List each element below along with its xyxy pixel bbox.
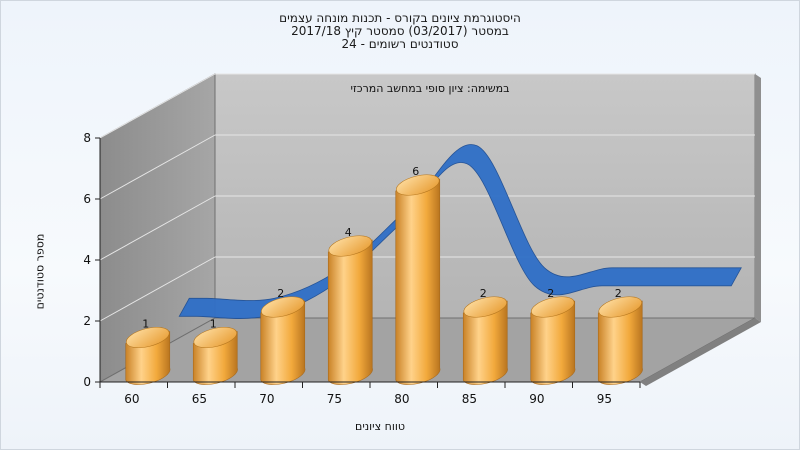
y-tick-label: 4 (83, 253, 91, 267)
y-tick-label: 8 (83, 131, 91, 145)
bar-value-label: 1 (210, 318, 217, 331)
bar-75: 4 (327, 226, 373, 385)
x-tick-label: 70 (259, 392, 274, 406)
bar-top (125, 326, 170, 349)
bar-value-label: 2 (277, 287, 284, 300)
gridline-left (99, 134, 216, 200)
chart-annotation: במשימה: ציון סופי במחשב המרכזי (350, 82, 510, 95)
floor-edge (640, 318, 761, 386)
x-tick-label: 75 (327, 392, 342, 406)
bar-value-label: 2 (615, 287, 622, 300)
chart-subtitle-2: סטודנטים רשומים - 24 (341, 37, 459, 51)
x-tick-label: 65 (192, 392, 207, 406)
x-tick-label: 60 (124, 392, 139, 406)
bar-70: 2 (260, 287, 306, 385)
chart-title: היסטוגרמת ציונים בקורס - תכנות מונחה עצמ… (279, 11, 521, 25)
y-tick-label: 2 (83, 314, 91, 328)
x-tick-label: 95 (597, 392, 612, 406)
back-wall-edge (755, 74, 761, 322)
bar-top (530, 296, 575, 318)
bar-top (193, 326, 238, 349)
y-tick-label: 6 (83, 192, 91, 206)
bar-body (395, 178, 441, 385)
bar-top (463, 296, 508, 318)
bar-60: 1 (125, 318, 171, 385)
bar-90: 2 (530, 287, 576, 385)
x-tick-label: 80 (394, 392, 409, 406)
bar-body (327, 239, 373, 385)
bar-80: 6 (395, 165, 441, 385)
gridline-left (99, 73, 216, 139)
y-axis-label: מספר סטודנטים (33, 233, 47, 310)
bar-top (260, 296, 305, 318)
bar-85: 2 (462, 287, 508, 385)
chart-subtitle: במסטר (03/2017) סמסטר קיץ 2017/18 (291, 24, 509, 38)
bar-value-label: 4 (345, 226, 352, 239)
bar-top (328, 235, 373, 257)
gridline-left (99, 195, 216, 261)
x-tick-label: 85 (462, 392, 477, 406)
x-axis-label: טווח ציונים (355, 420, 405, 433)
y-tick-label: 0 (83, 375, 91, 389)
bar-value-label: 2 (480, 287, 487, 300)
bar-value-label: 2 (547, 287, 554, 300)
gridline-left (99, 256, 216, 322)
bar-65: 1 (192, 318, 238, 385)
bar-value-label: 6 (412, 165, 419, 178)
x-tick-label: 90 (529, 392, 544, 406)
bar-top (598, 296, 643, 318)
bar-top (395, 174, 440, 196)
bar-value-label: 1 (142, 318, 149, 331)
